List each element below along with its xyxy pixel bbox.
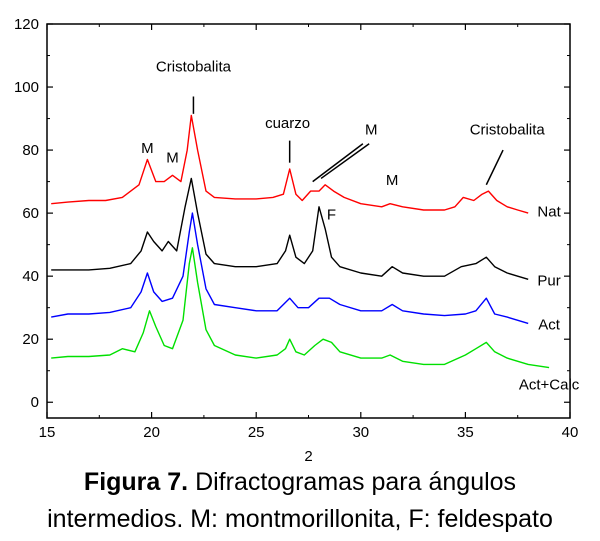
caption-text-1: Difractogramas para ángulos bbox=[195, 468, 517, 496]
series-line-pur bbox=[51, 177, 529, 280]
annotation-label: Act bbox=[538, 317, 561, 334]
x-tick-label: 35 bbox=[457, 424, 474, 441]
y-tick-label: 40 bbox=[22, 268, 39, 285]
annotation-pointer bbox=[312, 143, 364, 183]
x-tick-label: 40 bbox=[562, 424, 579, 441]
x-tick-label: 20 bbox=[143, 424, 160, 441]
annotation-label: Pur bbox=[537, 273, 560, 290]
annotation-label: Act+Calc bbox=[519, 377, 580, 394]
annotation-label: Nat bbox=[537, 203, 561, 220]
y-tick-label: 60 bbox=[22, 205, 39, 222]
x-tick-label: 30 bbox=[352, 424, 369, 441]
plot-frame bbox=[46, 23, 571, 419]
annotation-pointer bbox=[320, 143, 370, 180]
x-axis-label: 2 bbox=[304, 448, 312, 465]
figure-caption-line1: Figura 7. Difractogramas para ángulos bbox=[0, 468, 600, 497]
x-tick-label: 25 bbox=[248, 424, 265, 441]
annotation-pointer bbox=[485, 149, 504, 186]
x-tick-label: 15 bbox=[39, 424, 56, 441]
series-line-act bbox=[51, 212, 529, 325]
y-tick-label: 120 bbox=[14, 16, 39, 33]
figure-label: Figura 7. bbox=[83, 468, 189, 496]
annotation-label: F bbox=[327, 206, 336, 223]
y-tick-label: 100 bbox=[14, 79, 39, 96]
series-line-nat bbox=[51, 114, 529, 214]
series-line-act-calc bbox=[51, 247, 550, 369]
annotation-label: M bbox=[386, 172, 399, 189]
annotation-label: Cristobalita bbox=[156, 58, 232, 75]
y-tick-label: 80 bbox=[22, 142, 39, 159]
annotation-label: M bbox=[365, 121, 378, 138]
annotation-label: Cristobalita bbox=[470, 121, 546, 138]
y-tick-label: 20 bbox=[22, 331, 39, 348]
figure-caption-line2: intermedios. M: montmorillonita, F: feld… bbox=[47, 505, 553, 533]
y-tick-label: 0 bbox=[31, 394, 39, 411]
diffractogram-chart: 15 20 25 30 35 40 0 20 40 60 80 100 120 2 Cristobalita… bbox=[14, 16, 580, 465]
annotation-label: M bbox=[166, 150, 179, 167]
annotation-label: M bbox=[141, 140, 154, 157]
annotation-label: cuarzo bbox=[265, 115, 310, 132]
